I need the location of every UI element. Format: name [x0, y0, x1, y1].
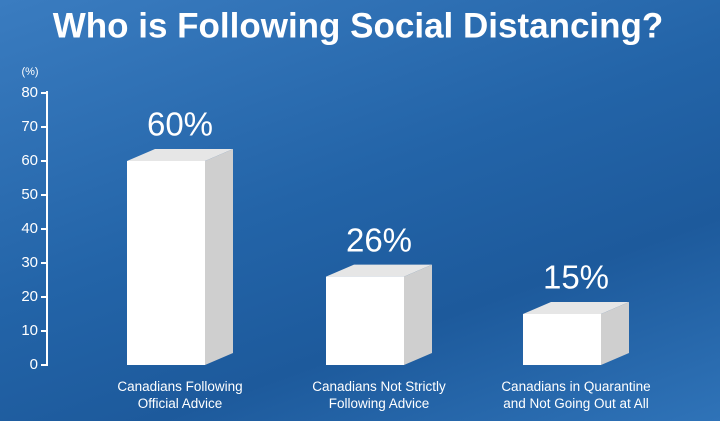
y-tick-label: 30 — [21, 254, 38, 271]
value-label: 26% — [346, 221, 412, 258]
bar-top — [523, 302, 629, 314]
bar-top — [127, 149, 233, 161]
bar — [127, 161, 205, 365]
bar-side — [601, 302, 629, 365]
bar-side — [404, 264, 432, 365]
x-tick-label: Canadians in Quarantine and Not Going Ou… — [501, 379, 651, 411]
y-tick-label: 0 — [30, 356, 38, 373]
value-label: 15% — [543, 259, 609, 296]
value-label: 60% — [147, 106, 213, 143]
bar — [326, 276, 404, 365]
y-tick-label: 20 — [21, 288, 38, 305]
bar — [523, 314, 601, 365]
y-tick-label: 60 — [21, 152, 38, 169]
bar-top — [326, 264, 432, 277]
y-tick-label: 50 — [21, 186, 38, 203]
x-tick-label: Canadians Following Official Advice — [117, 379, 243, 411]
x-tick-label: Canadians Not Strictly Following Advice — [312, 379, 446, 411]
y-tick-label: 40 — [21, 220, 38, 237]
y-tick-label: 80 — [21, 84, 38, 101]
y-axis-label: (%) — [21, 66, 38, 78]
y-tick-label: 70 — [21, 118, 38, 135]
chart-title: Who is Following Social Distancing? — [53, 6, 664, 45]
bar-side — [205, 149, 233, 365]
y-tick-label: 10 — [21, 322, 38, 339]
